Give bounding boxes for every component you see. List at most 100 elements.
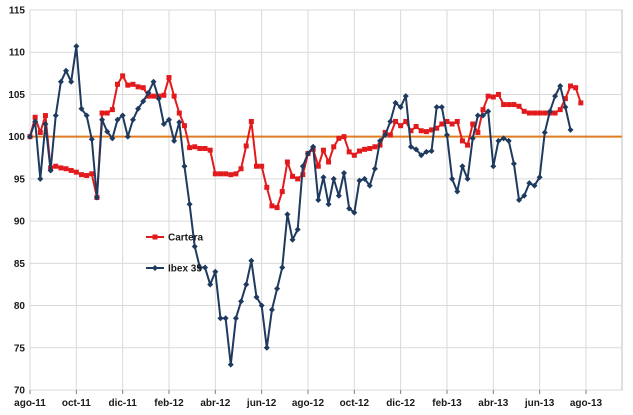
data-point xyxy=(212,268,219,275)
data-point xyxy=(495,137,502,144)
data-point xyxy=(341,169,348,176)
data-point xyxy=(315,197,322,203)
data-point xyxy=(47,167,54,174)
data-point xyxy=(454,188,461,195)
data-point xyxy=(114,116,121,123)
data-point xyxy=(109,135,116,142)
data-point xyxy=(495,91,501,97)
y-tick-label: 75 xyxy=(14,343,26,354)
data-point xyxy=(171,137,178,144)
y-tick-label: 95 xyxy=(14,174,26,185)
data-point xyxy=(32,118,39,125)
data-point xyxy=(439,121,445,127)
data-point xyxy=(356,177,363,184)
data-point xyxy=(408,128,414,134)
data-point xyxy=(258,302,265,309)
data-point xyxy=(531,182,538,189)
data-point xyxy=(398,123,404,129)
x-tick-label: jun-13 xyxy=(524,398,555,409)
x-tick-label: ago-11 xyxy=(14,398,46,409)
data-point xyxy=(418,128,424,134)
data-point xyxy=(238,298,245,305)
data-point xyxy=(387,132,393,138)
data-point xyxy=(171,93,177,99)
data-point xyxy=(341,134,347,140)
data-point xyxy=(63,67,70,74)
data-point xyxy=(490,163,497,170)
data-point xyxy=(212,171,218,177)
data-point xyxy=(217,315,224,322)
data-point xyxy=(320,174,327,181)
data-point xyxy=(536,174,543,181)
y-tick-label: 115 xyxy=(9,6,26,17)
data-point xyxy=(88,136,95,143)
data-point xyxy=(279,189,285,195)
data-point xyxy=(104,110,110,116)
x-tick-label: feb-13 xyxy=(432,398,462,409)
data-point xyxy=(145,93,151,99)
data-point xyxy=(382,131,389,138)
data-point xyxy=(351,152,357,158)
data-point xyxy=(557,83,564,89)
data-point xyxy=(63,166,69,172)
data-point xyxy=(68,78,75,85)
data-point xyxy=(248,257,255,264)
data-point xyxy=(135,105,142,112)
data-point xyxy=(392,118,398,124)
data-point xyxy=(248,118,254,124)
data-point xyxy=(438,104,445,111)
data-point xyxy=(459,163,466,170)
data-point xyxy=(78,105,85,112)
data-point xyxy=(413,146,420,153)
data-point xyxy=(191,243,198,250)
data-point xyxy=(254,163,260,169)
data-point xyxy=(207,147,213,153)
data-point xyxy=(516,103,522,109)
data-point xyxy=(480,112,487,119)
x-axis-ticks: ago-11 oct-11 dic-11 feb-12 abr-12 jun-12 ago-… xyxy=(14,390,603,409)
data-point xyxy=(423,129,429,135)
data-point xyxy=(99,110,105,116)
data-point xyxy=(356,148,362,154)
x-tick-label: ago-12 xyxy=(292,398,325,409)
data-point xyxy=(521,108,527,114)
data-point xyxy=(115,81,121,87)
data-point xyxy=(449,175,456,182)
data-point xyxy=(346,149,352,155)
data-point xyxy=(68,167,74,173)
data-point xyxy=(202,145,208,151)
legend: Cartera Ibex 35 xyxy=(146,233,203,275)
data-point xyxy=(150,78,157,85)
data-point xyxy=(346,205,353,212)
data-point xyxy=(429,127,435,133)
data-point xyxy=(470,121,476,127)
data-point xyxy=(480,107,486,113)
x-tick-label: feb-12 xyxy=(154,398,184,409)
data-point xyxy=(269,203,275,209)
data-point xyxy=(160,121,167,127)
data-point xyxy=(299,163,306,170)
data-point xyxy=(567,126,574,133)
data-point xyxy=(279,264,286,271)
data-point xyxy=(243,143,249,149)
data-point xyxy=(418,152,425,159)
data-point xyxy=(181,163,188,170)
data-point xyxy=(217,171,223,177)
data-point xyxy=(83,112,90,119)
data-point xyxy=(202,264,209,271)
data-point xyxy=(444,118,450,124)
data-point xyxy=(294,226,301,233)
data-point xyxy=(521,192,528,199)
x-tick-label: ago-13 xyxy=(570,398,603,409)
data-point xyxy=(331,144,337,150)
data-point xyxy=(537,110,543,116)
data-point xyxy=(73,43,80,50)
data-point xyxy=(53,163,59,169)
data-point xyxy=(407,143,414,150)
data-point xyxy=(465,142,471,148)
data-point xyxy=(104,128,111,135)
data-point xyxy=(505,137,512,144)
data-point xyxy=(181,123,187,129)
